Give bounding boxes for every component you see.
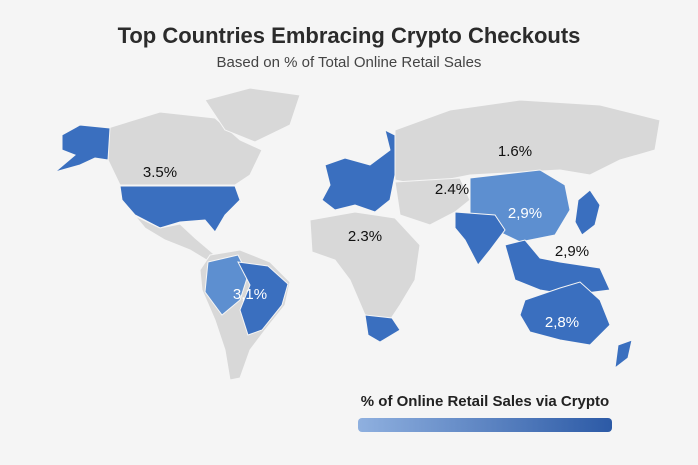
south-africa — [364, 314, 401, 343]
region-label: 2,9% — [555, 243, 589, 260]
new-zealand — [614, 339, 633, 370]
region-label: 2,8% — [545, 314, 579, 331]
andes — [204, 254, 249, 316]
world-map — [54, 87, 661, 381]
africa — [309, 211, 421, 321]
brazil — [237, 261, 289, 336]
europe — [321, 129, 396, 213]
region-label: 2.4% — [435, 181, 469, 198]
canada — [107, 111, 263, 186]
alaska — [54, 124, 111, 173]
australia — [519, 281, 611, 346]
region-label: 3,1% — [233, 286, 267, 303]
legend-title: % of Online Retail Sales via Crypto — [361, 393, 609, 410]
subtitle: Based on % of Total Online Retail Sales — [217, 54, 482, 71]
japan — [574, 189, 601, 236]
region-label: 1.6% — [498, 143, 532, 160]
india — [454, 211, 506, 266]
region-label: 2,9% — [508, 205, 542, 222]
title: Top Countries Embracing Crypto Checkouts — [118, 23, 581, 48]
usa — [119, 185, 241, 233]
greenland — [204, 87, 301, 143]
region-label: 3.5% — [143, 164, 177, 181]
southeast-asia — [504, 239, 611, 296]
legend-gradient — [358, 418, 612, 432]
region-label: 2.3% — [348, 228, 382, 245]
